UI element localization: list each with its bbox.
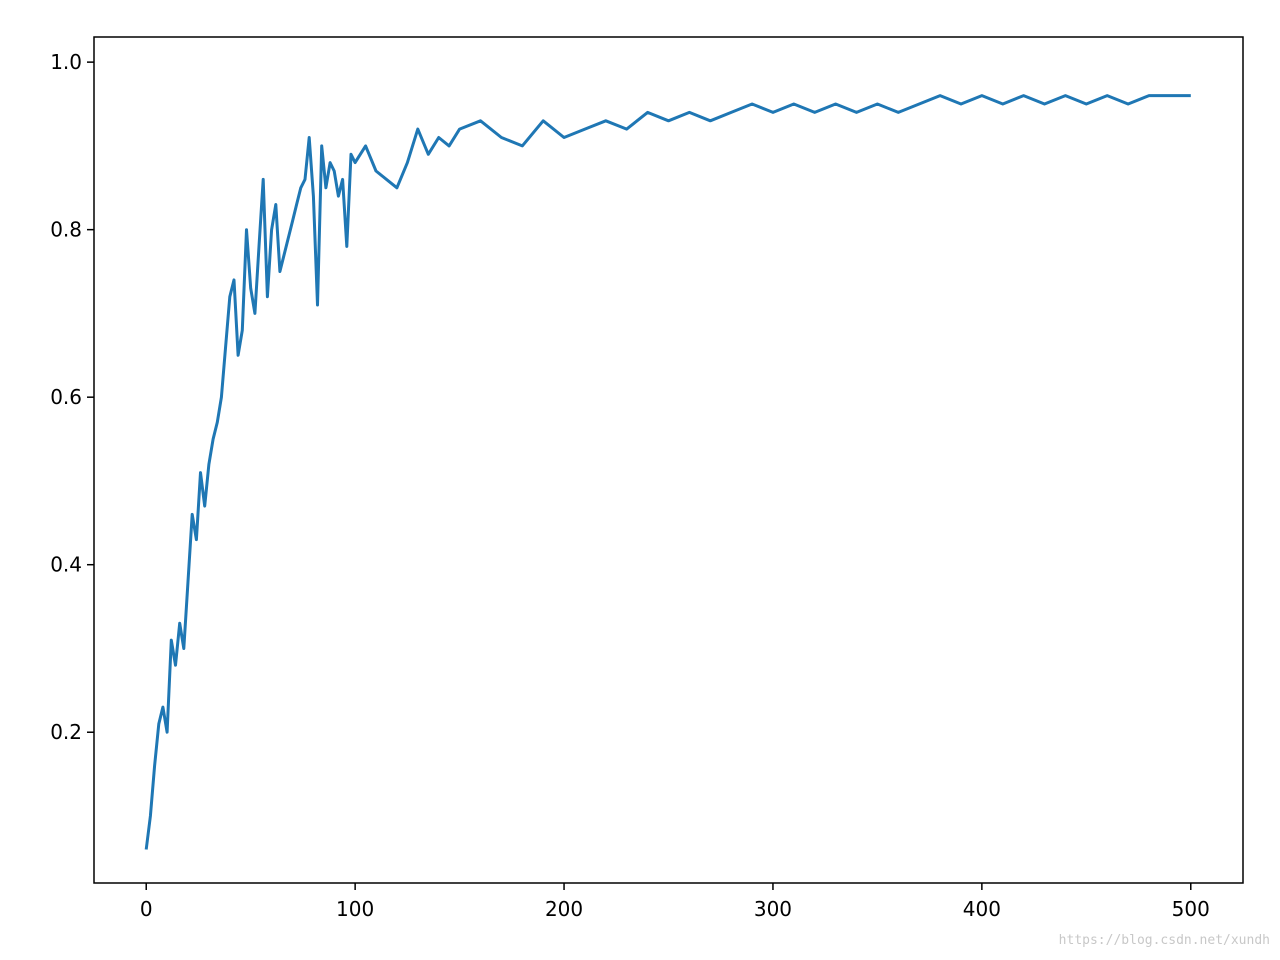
x-tick-label: 500: [1172, 897, 1210, 921]
y-axis-ticks: 0.2 0.4 0.6 0.8 1.0: [50, 50, 94, 744]
x-tick-label: 100: [336, 897, 374, 921]
y-tick-label: 1.0: [50, 50, 82, 74]
y-tick-label: 0.2: [50, 720, 82, 744]
y-tick-label: 0.8: [50, 218, 82, 242]
x-tick-label: 400: [963, 897, 1001, 921]
y-tick-label: 0.4: [50, 553, 82, 577]
plot-area-frame: [93, 36, 1244, 884]
watermark: https://blog.csdn.net/xundh: [1058, 933, 1270, 948]
x-tick-label: 200: [545, 897, 583, 921]
x-tick-label: 300: [754, 897, 792, 921]
x-axis-ticks: 0 100 200 300 400 500: [140, 883, 1210, 921]
x-tick-label: 0: [140, 897, 153, 921]
y-tick-label: 0.6: [50, 385, 82, 409]
series-line: [144, 94, 1191, 850]
